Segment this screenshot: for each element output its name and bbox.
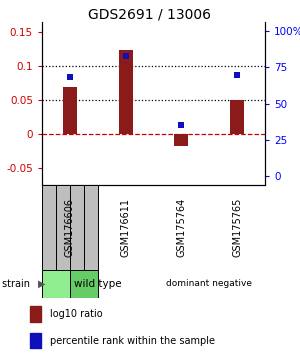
Text: ▶: ▶	[38, 279, 45, 289]
Point	[235, 72, 239, 78]
Text: strain: strain	[2, 279, 33, 289]
Text: GSM176611: GSM176611	[121, 198, 130, 257]
Bar	[63, 86, 77, 134]
Text: percentile rank within the sample: percentile rank within the sample	[50, 336, 214, 346]
Bar	[84, 185, 98, 270]
Text: GSM176606: GSM176606	[65, 198, 75, 257]
Bar	[56, 185, 70, 270]
Bar	[30, 306, 40, 321]
Bar	[119, 50, 133, 134]
Text: GSM175764: GSM175764	[176, 198, 186, 257]
Bar	[174, 134, 188, 146]
Text: dominant negative: dominant negative	[166, 280, 252, 289]
Text: GSM175765: GSM175765	[232, 198, 242, 257]
Bar	[42, 270, 70, 298]
Text: GDS2691 / 13006: GDS2691 / 13006	[88, 8, 212, 22]
Text: log10 ratio: log10 ratio	[50, 309, 102, 319]
Bar	[230, 100, 244, 134]
Point	[123, 53, 128, 58]
Bar	[42, 185, 56, 270]
Bar	[30, 333, 40, 348]
Point	[68, 75, 72, 80]
Point	[179, 122, 184, 128]
Bar	[70, 270, 98, 298]
Text: wild type: wild type	[74, 279, 122, 289]
Bar	[70, 185, 84, 270]
